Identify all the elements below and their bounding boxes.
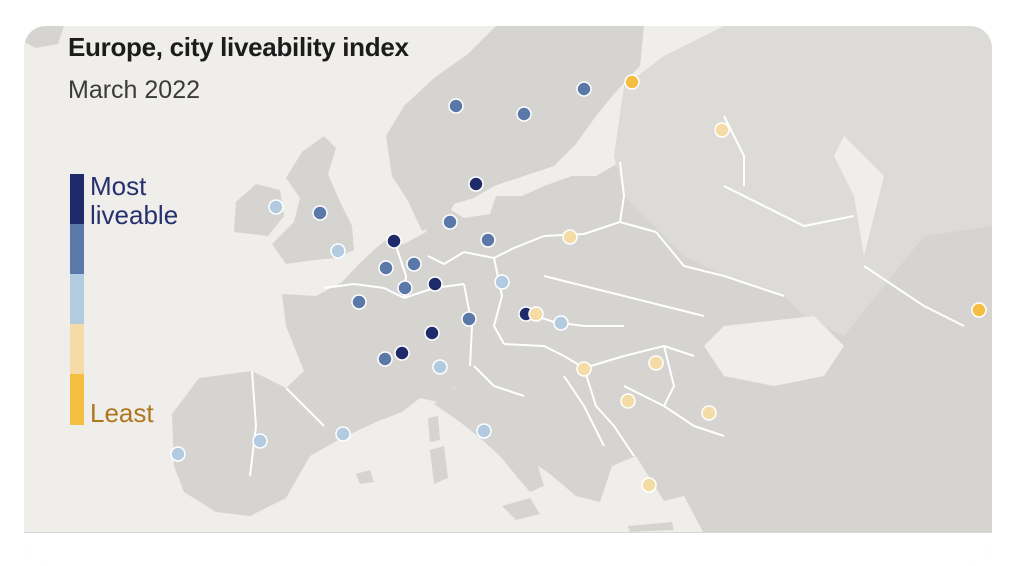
city-dot: [562, 229, 578, 245]
italy: [434, 382, 544, 492]
map-subtitle: March 2022: [68, 76, 201, 104]
card-footer-panel: [24, 532, 992, 566]
city-dot: [641, 477, 657, 493]
border-line: [285, 387, 325, 427]
city-dot: [701, 405, 717, 421]
city-dot: [386, 233, 402, 249]
border-line: [723, 185, 855, 227]
city-dot: [252, 433, 268, 449]
black-sea: [704, 316, 844, 386]
city-dots: [170, 74, 987, 493]
city-dot: [971, 302, 987, 318]
border-line: [249, 370, 257, 477]
legend-swatch-level-5: [70, 374, 84, 425]
city-dot: [312, 205, 328, 221]
city-dot: [442, 214, 458, 230]
city-dot: [394, 345, 410, 361]
city-dot: [553, 315, 569, 331]
balearic: [356, 470, 374, 484]
border-line: [543, 275, 585, 287]
border-line: [427, 251, 465, 265]
city-dot: [268, 199, 284, 215]
city-dot: [476, 423, 492, 439]
border-line: [663, 345, 675, 407]
border-line: [583, 345, 695, 369]
sicily: [502, 498, 540, 520]
border-line: [323, 283, 405, 299]
city-dot: [448, 98, 464, 114]
europe-map: [24, 26, 992, 534]
city-dot: [620, 393, 636, 409]
border-line: [503, 343, 585, 369]
city-dot: [351, 294, 367, 310]
city-dot: [406, 256, 422, 272]
city-dot: [648, 355, 664, 371]
city-dot: [576, 81, 592, 97]
border-line: [583, 285, 705, 317]
legend-liveable-label: liveable: [90, 200, 179, 230]
legend-least-label: Least: [90, 398, 154, 428]
border-line: [583, 367, 635, 457]
city-dot: [427, 276, 443, 292]
legend-swatch-level-1: [70, 174, 84, 224]
city-dot: [494, 274, 510, 290]
legend-most-label: Most: [90, 171, 147, 201]
caspian-edge: [834, 136, 884, 256]
city-dot: [377, 351, 393, 367]
city-dot: [397, 280, 413, 296]
sardinia: [430, 446, 448, 484]
map-title: Europe, city liveability index: [68, 32, 409, 62]
city-dot: [528, 306, 544, 322]
crete: [628, 522, 674, 532]
ireland: [234, 184, 284, 236]
border-line: [563, 375, 605, 447]
city-dot: [335, 426, 351, 442]
border-line: [863, 265, 965, 327]
city-dot: [170, 446, 186, 462]
iceland-edge: [24, 26, 64, 48]
border-line: [619, 161, 625, 223]
russia-region: [614, 26, 992, 336]
city-dot: [516, 106, 532, 122]
land-masses: [24, 26, 992, 534]
city-dot: [480, 232, 496, 248]
city-dot: [714, 122, 730, 138]
great-britain: [272, 136, 354, 264]
border-line: [723, 115, 745, 186]
city-dot: [378, 260, 394, 276]
legend-swatch-level-4: [70, 324, 84, 374]
city-dot: [468, 176, 484, 192]
scandinavia: [386, 26, 644, 231]
corsica: [428, 416, 440, 442]
border-line: [473, 365, 525, 397]
city-dot: [624, 74, 640, 90]
city-dot: [576, 361, 592, 377]
city-dot: [330, 243, 346, 259]
map-card: Europe, city liveability index March 202…: [24, 26, 992, 566]
border-line: [463, 235, 545, 259]
city-dot: [461, 311, 477, 327]
border-line: [655, 231, 785, 297]
city-dot: [424, 325, 440, 341]
legend-swatch-level-2: [70, 224, 84, 274]
border-line: [623, 385, 725, 437]
city-dot: [432, 359, 448, 375]
legend-swatch-level-3: [70, 274, 84, 324]
